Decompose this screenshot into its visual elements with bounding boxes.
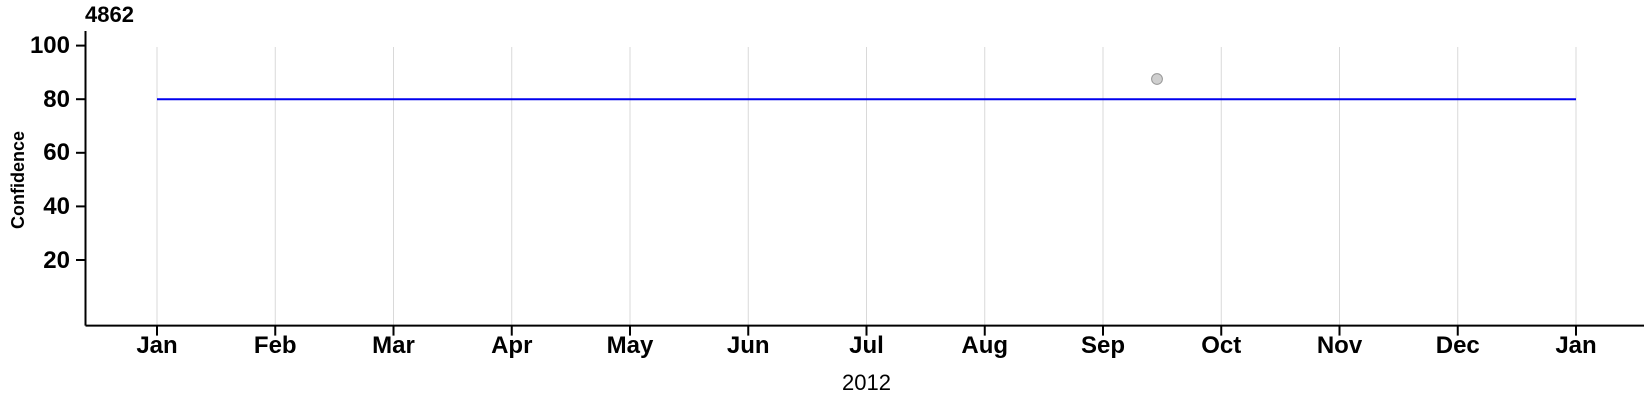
svg-text:Aug: Aug bbox=[961, 332, 1008, 359]
svg-text:20: 20 bbox=[43, 247, 70, 274]
svg-text:Mar: Mar bbox=[372, 332, 415, 359]
svg-text:Oct: Oct bbox=[1201, 332, 1241, 359]
svg-text:60: 60 bbox=[43, 139, 70, 166]
svg-text:40: 40 bbox=[43, 193, 70, 220]
svg-text:100: 100 bbox=[30, 32, 70, 59]
svg-text:May: May bbox=[607, 332, 654, 359]
svg-text:Jan: Jan bbox=[136, 332, 177, 359]
svg-text:Nov: Nov bbox=[1317, 332, 1363, 359]
svg-text:Jun: Jun bbox=[727, 332, 770, 359]
svg-text:80: 80 bbox=[43, 86, 70, 113]
svg-text:Feb: Feb bbox=[254, 332, 297, 359]
svg-text:Dec: Dec bbox=[1436, 332, 1480, 359]
svg-text:Apr: Apr bbox=[491, 332, 532, 359]
svg-text:Confidence: Confidence bbox=[8, 131, 28, 229]
svg-text:2012: 2012 bbox=[842, 370, 891, 395]
svg-text:4862: 4862 bbox=[85, 2, 134, 27]
svg-text:Sep: Sep bbox=[1081, 332, 1125, 359]
svg-text:Jul: Jul bbox=[849, 332, 884, 359]
svg-text:Jan: Jan bbox=[1555, 332, 1596, 359]
